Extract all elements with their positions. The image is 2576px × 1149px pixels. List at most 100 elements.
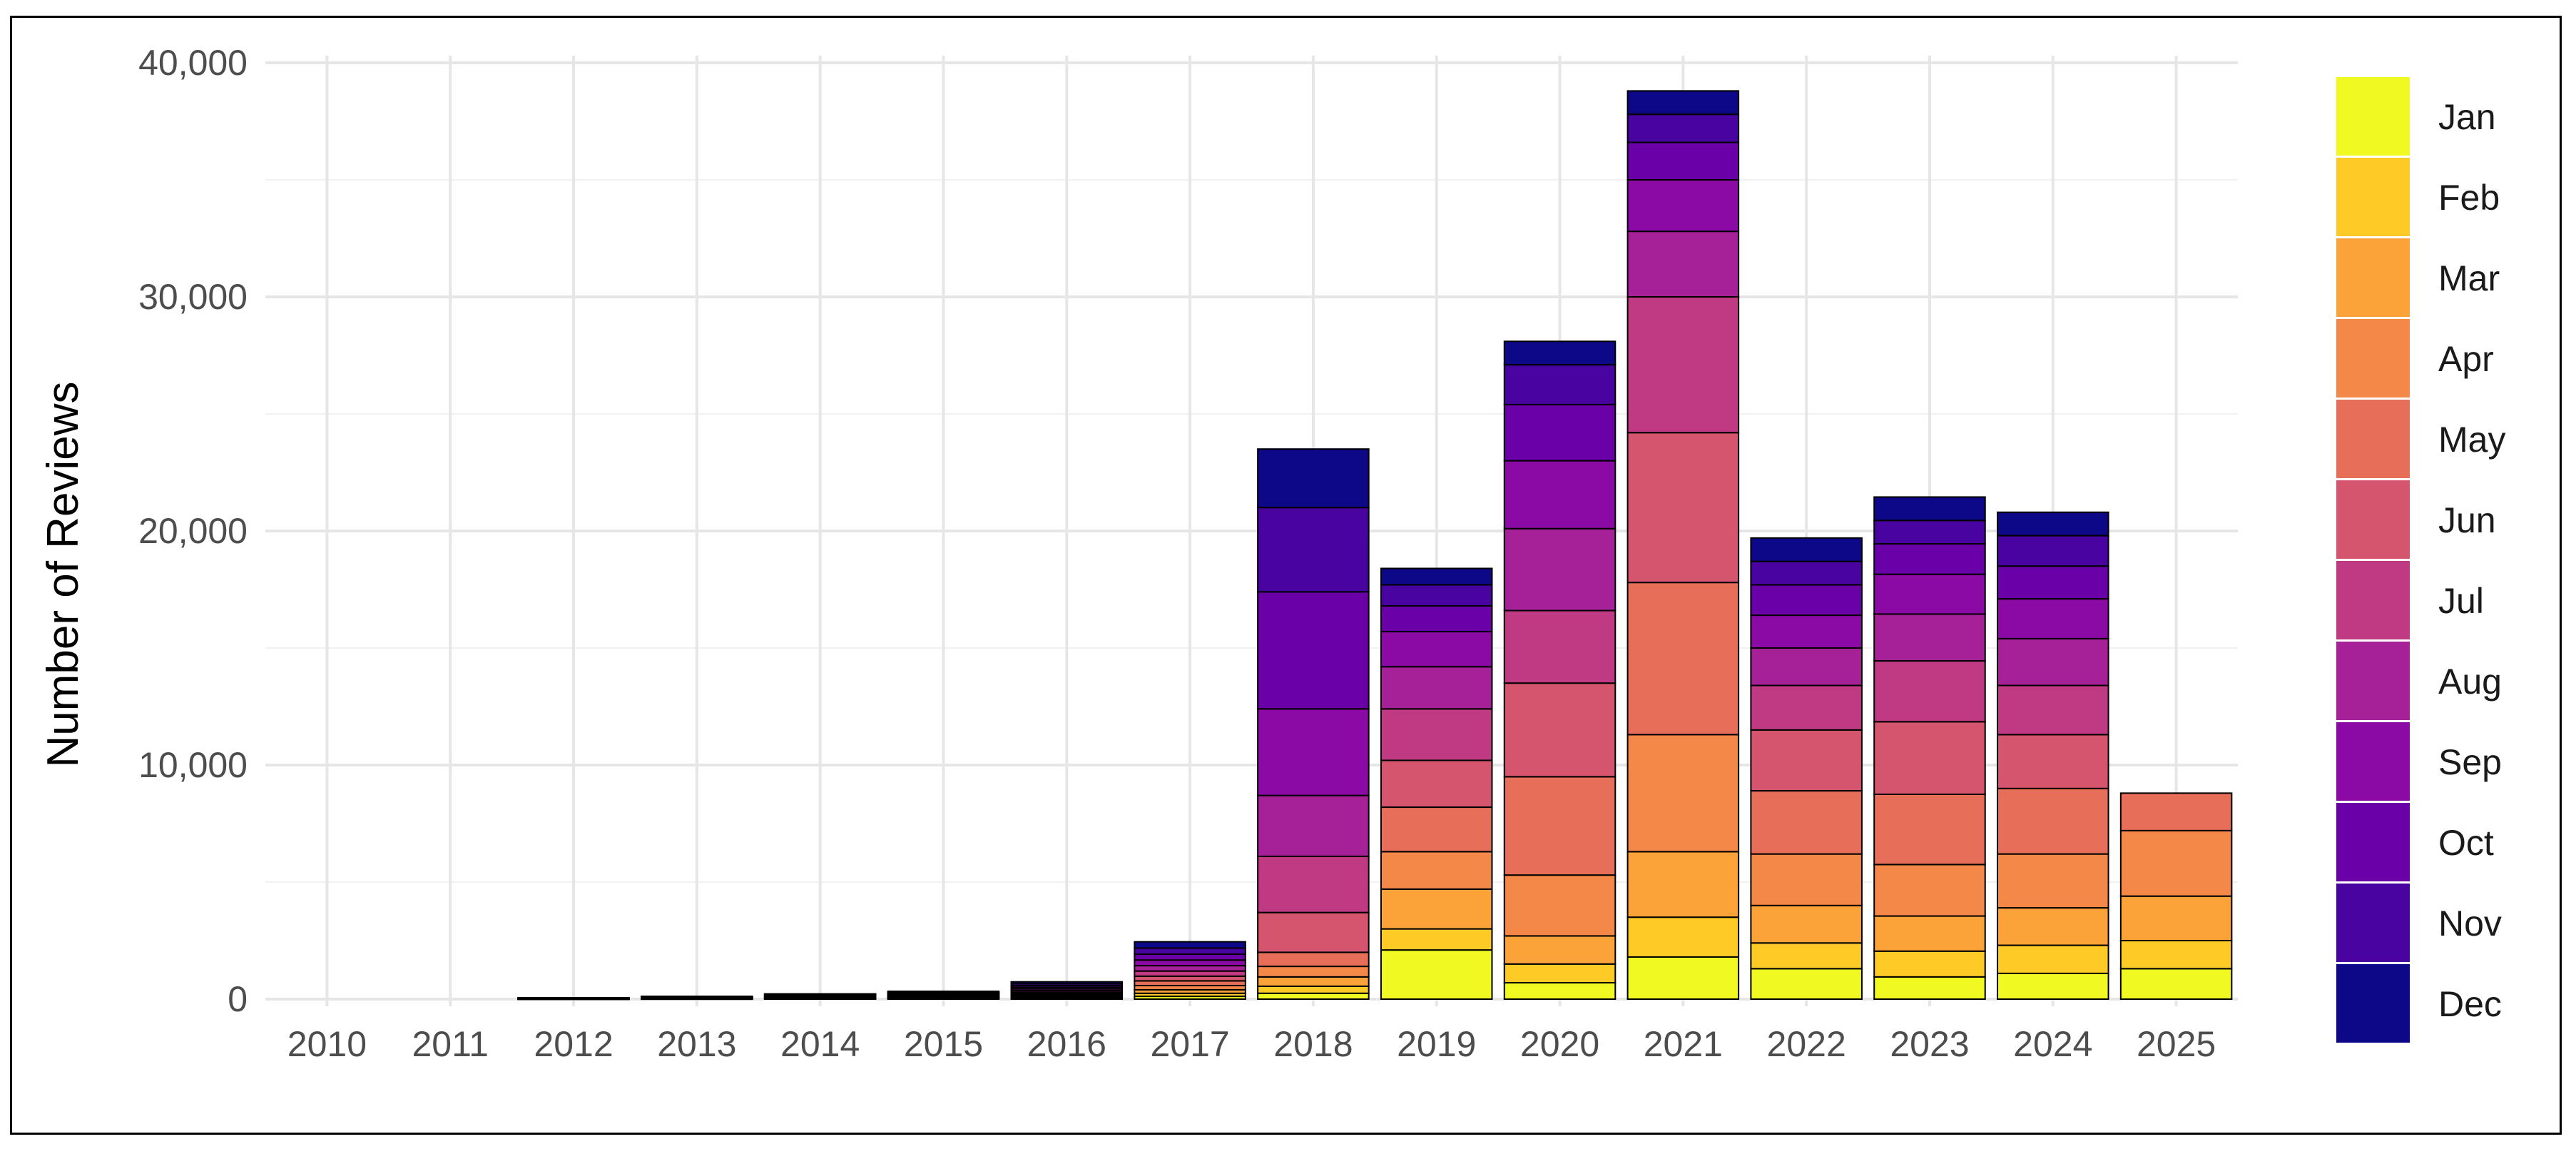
bar-segment-2023-may	[1873, 794, 1986, 866]
legend-label-apr: Apr	[2438, 339, 2494, 379]
bar-segment-2021-feb	[1626, 916, 1740, 958]
bar-segment-2025-apr	[2119, 829, 2233, 897]
bar-segment-2018-feb	[1257, 985, 1370, 994]
bar-segment-2021-jan	[1626, 956, 1740, 1000]
legend-key-jun	[2336, 480, 2410, 559]
x-tick-label: 2022	[1767, 1024, 1846, 1064]
bar-segment-2017-jul	[1134, 970, 1246, 977]
bar-segment-2019-may	[1380, 806, 1493, 853]
x-tick-label: 2025	[2137, 1024, 2216, 1064]
bar-segment-2023-jul	[1873, 660, 1986, 723]
bar-segment-2017-nov	[1134, 947, 1246, 956]
bar-segment-2019-jun	[1380, 759, 1493, 809]
bar-segment-2025-may	[2119, 792, 2233, 831]
x-tick-label: 2015	[904, 1024, 983, 1064]
bar-segment-2022-jul	[1750, 684, 1863, 731]
legend-key-apr	[2336, 319, 2410, 398]
bar-segment-2024-mar	[1997, 907, 2109, 946]
bar-segment-2019-mar	[1380, 888, 1493, 930]
bar-segment-2018-mar	[1257, 976, 1370, 987]
bar-segment-2022-mar	[1750, 904, 1863, 944]
bar-segment-2018-jan	[1257, 992, 1370, 1001]
y-tick-label: 40,000	[138, 43, 248, 83]
bar-segment-2024-jun	[1997, 734, 2109, 789]
bar-segment-2023-mar	[1873, 915, 1986, 952]
bar-segment-2020-feb	[1503, 963, 1617, 984]
x-tick-label: 2021	[1644, 1024, 1723, 1064]
x-tick-label: 2010	[287, 1024, 367, 1064]
bar-segment-2025-feb	[2119, 940, 2233, 970]
bar-segment-2022-may	[1750, 790, 1863, 855]
bar-segment-2019-jul	[1380, 708, 1493, 761]
bar-segment-2020-jun	[1503, 682, 1617, 778]
bar-segment-2022-dec	[1750, 537, 1863, 562]
bar-segment-2017-dec	[1134, 941, 1246, 949]
bar-segment-2019-sep	[1380, 631, 1493, 668]
legend-key-oct	[2336, 803, 2410, 881]
bar-segment-2022-oct	[1750, 584, 1863, 617]
bar-segment-2024-feb	[1997, 944, 2109, 974]
bar-segment-2022-jun	[1750, 729, 1863, 792]
legend-label-oct: Oct	[2438, 823, 2494, 863]
bar-segment-2022-aug	[1750, 647, 1863, 687]
y-tick-label: 10,000	[138, 745, 248, 785]
x-tick-label: 2011	[412, 1024, 489, 1064]
legend-key-sep	[2336, 722, 2410, 801]
bar-segment-2024-jan	[1997, 972, 2109, 1001]
bar-segment-2016-dec	[1010, 981, 1124, 985]
bar-segment-2024-dec	[1997, 511, 2109, 537]
bar-segment-2021-dec	[1626, 90, 1740, 116]
legend-label-jul: Jul	[2438, 581, 2484, 621]
bar-segment-2018-may	[1257, 951, 1370, 968]
legend-key-mar	[2336, 238, 2410, 317]
x-axis-ticks: 2010 2011 2012 2013 2014 2015 2016 2017 2018 2019…	[287, 1024, 2216, 1064]
bar-segment-2013-dec	[641, 996, 753, 998]
bar-segment-2022-feb	[1750, 942, 1863, 970]
y-tick-label: 0	[228, 979, 248, 1019]
y-axis-title: Number of Reviews	[39, 382, 88, 768]
bar-segment-2025-jan	[2119, 968, 2233, 1000]
legend-key-jan	[2336, 77, 2410, 156]
bar-segment-2020-jan	[1503, 982, 1617, 1001]
bar-segment-2018-apr	[1257, 966, 1370, 978]
x-tick-label: 2014	[780, 1024, 860, 1064]
x-tick-label: 2017	[1150, 1024, 1229, 1064]
bar-segment-2021-aug	[1626, 231, 1740, 298]
bar-segment-2017-oct	[1134, 953, 1246, 961]
bar-segment-2021-nov	[1626, 113, 1740, 143]
bar-segment-2020-mar	[1503, 935, 1617, 965]
bar-segment-2018-jun	[1257, 911, 1370, 953]
legend-label-nov: Nov	[2438, 903, 2502, 943]
legend-label-dec: Dec	[2438, 984, 2502, 1024]
legend-key-jul	[2336, 561, 2410, 639]
bar-segment-2024-sep	[1997, 598, 2109, 639]
x-tick-label: 2012	[534, 1024, 613, 1064]
bar-segment-2023-oct	[1873, 543, 1986, 575]
x-tick-label: 2024	[2013, 1024, 2092, 1064]
legend: Jan Feb Mar Apr May Jun Jul Aug Sep Oct Nov Dec	[2336, 77, 2505, 1043]
bar-segment-2019-apr	[1380, 851, 1493, 890]
legend-label-mar: Mar	[2438, 258, 2500, 298]
x-tick-label: 2020	[1520, 1024, 1599, 1064]
y-axis-ticks: 0 10,000 20,000 30,000 40,000	[138, 43, 248, 1019]
bar-segment-2018-nov	[1257, 507, 1370, 593]
bar-segment-2017-aug	[1134, 965, 1246, 972]
bar-segment-2024-aug	[1997, 637, 2109, 687]
bar-segment-2019-aug	[1380, 666, 1493, 710]
bar-segment-2024-oct	[1997, 565, 2109, 600]
bars	[517, 90, 2233, 1001]
bar-segment-2023-dec	[1873, 496, 1986, 522]
x-tick-label: 2019	[1397, 1024, 1476, 1064]
bar-segment-2020-dec	[1503, 340, 1617, 366]
legend-key-feb	[2336, 158, 2410, 236]
bar-segment-2017-sep	[1134, 959, 1246, 967]
bar-segment-2020-oct	[1503, 403, 1617, 462]
bar-segment-2015-dec	[887, 991, 1000, 993]
legend-label-jan: Jan	[2438, 97, 2496, 137]
bar-segment-2024-may	[1997, 787, 2109, 855]
legend-label-may: May	[2438, 420, 2505, 460]
bar-segment-2021-may	[1626, 582, 1740, 736]
bar-segment-2020-jul	[1503, 609, 1617, 684]
bar-segment-2023-feb	[1873, 950, 1986, 978]
bar-segment-2020-apr	[1503, 874, 1617, 937]
